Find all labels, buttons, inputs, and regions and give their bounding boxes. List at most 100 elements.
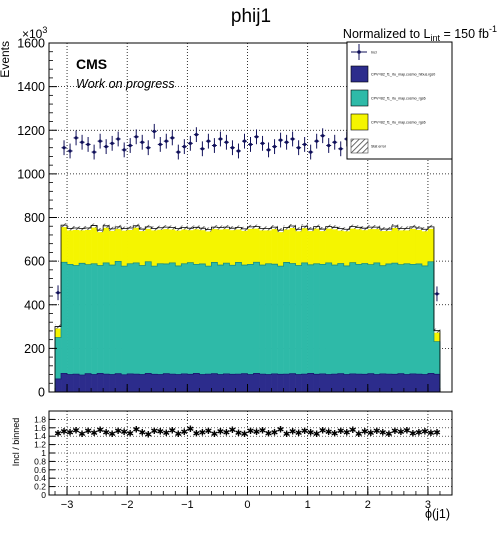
bar-navy xyxy=(79,374,86,392)
bar-navy xyxy=(157,374,164,392)
ratio-y-tick-label: 0.2 xyxy=(34,482,46,492)
data-point xyxy=(278,138,283,142)
bar-teal xyxy=(121,266,128,375)
bar-teal xyxy=(301,262,308,375)
bar-teal xyxy=(253,262,260,374)
ratio-point: ✱ xyxy=(373,427,381,437)
bar-yellow xyxy=(211,227,218,263)
bar-navy xyxy=(193,373,200,392)
ratio-point: ✱ xyxy=(343,429,351,439)
data-point xyxy=(254,135,259,139)
ratio-point: ✱ xyxy=(120,428,128,438)
bar-navy xyxy=(415,374,423,392)
data-point xyxy=(230,146,235,150)
ratio-point: ✱ xyxy=(397,428,405,438)
bar-navy xyxy=(289,373,296,392)
bar-teal xyxy=(175,265,182,375)
bar-teal xyxy=(181,263,188,374)
bar-navy xyxy=(337,373,345,392)
bar-teal xyxy=(235,262,242,375)
ratio-point: ✱ xyxy=(84,427,92,437)
bar-teal xyxy=(409,264,417,374)
bar-teal xyxy=(169,262,176,375)
bar-teal xyxy=(187,262,194,375)
ratio-point: ✱ xyxy=(421,428,429,438)
bar-teal xyxy=(223,263,230,374)
ratio-point: ✱ xyxy=(319,426,327,436)
ratio-point: ✱ xyxy=(265,429,273,439)
bar-navy xyxy=(199,374,206,392)
bar-yellow xyxy=(67,228,74,265)
bar-yellow xyxy=(433,330,441,342)
bar-teal xyxy=(349,262,357,374)
data-point xyxy=(86,142,90,147)
bar-yellow xyxy=(277,230,284,267)
bar-yellow xyxy=(217,227,224,266)
bar-teal xyxy=(91,263,98,375)
bar-yellow xyxy=(187,228,194,263)
bar-teal xyxy=(343,265,351,375)
ratio-point: ✱ xyxy=(60,428,68,438)
bar-teal xyxy=(271,264,278,374)
bar-navy xyxy=(133,374,140,392)
bar-navy xyxy=(355,374,363,392)
data-point xyxy=(291,137,295,141)
bar-teal xyxy=(145,261,152,374)
bar-yellow xyxy=(427,226,435,262)
bar-navy xyxy=(55,378,62,392)
main-axis-ticks: 0 200 400 600 800 1000 1200 1400 1600 xyxy=(17,37,441,400)
data-point xyxy=(62,146,66,150)
bar-navy xyxy=(427,373,435,392)
bar-navy xyxy=(397,373,405,392)
bar-navy xyxy=(325,374,333,392)
x-axis-label: ϕ(j1) xyxy=(425,507,450,521)
bar-teal xyxy=(55,337,62,379)
bar-yellow xyxy=(415,227,423,264)
x-tick-label: 0 xyxy=(244,499,250,511)
bar-navy xyxy=(253,373,260,392)
data-point xyxy=(170,136,174,140)
bar-teal xyxy=(199,263,206,375)
bar-navy xyxy=(283,374,290,392)
ratio-point: ✱ xyxy=(169,426,177,436)
ratio-point: ✱ xyxy=(253,428,261,438)
status-label: Work on progress xyxy=(76,77,175,91)
bar-navy xyxy=(121,374,128,392)
legend-label: CPV=B2_f1_rtu_map.cosmo_rgs6 xyxy=(371,121,426,125)
bar-yellow xyxy=(97,230,104,266)
legend: Incl CPV=B2_f1_rtu_map.cosmo_hibus.rgs0 CP… xyxy=(346,41,453,160)
bar-navy xyxy=(385,374,393,392)
bar-navy xyxy=(115,373,122,392)
y-multiplier: ×103 xyxy=(22,25,47,41)
bar-teal xyxy=(229,265,236,375)
ratio-point: ✱ xyxy=(427,429,435,439)
data-point xyxy=(224,140,229,144)
bar-teal xyxy=(415,263,423,375)
bar-yellow xyxy=(139,229,146,266)
bar-yellow xyxy=(379,229,387,266)
bar-teal xyxy=(319,264,326,374)
bar-yellow xyxy=(295,229,302,266)
data-point xyxy=(284,140,289,144)
data-point xyxy=(297,146,301,150)
bar-teal xyxy=(259,265,266,375)
bar-yellow xyxy=(61,225,68,263)
bar-yellow xyxy=(169,227,176,263)
ratio-y-tick-label: 1 xyxy=(41,448,46,458)
bar-navy xyxy=(421,374,429,392)
legend-label: CPV=B2_f1_rtu_map.cosmo_rgs6 xyxy=(371,97,426,101)
bar-navy xyxy=(271,373,278,392)
bar-navy xyxy=(361,374,369,392)
bar-navy xyxy=(163,373,170,392)
y-tick-label: 400 xyxy=(24,298,45,312)
bar-navy xyxy=(403,374,411,392)
lumi-label: Normalized to Lint = 150 fb-1 xyxy=(343,24,497,43)
bar-navy xyxy=(319,373,326,392)
bar-teal xyxy=(427,261,435,374)
bar-yellow xyxy=(127,227,134,264)
data-point xyxy=(104,145,108,149)
bar-yellow xyxy=(319,229,326,265)
data-point xyxy=(182,145,186,149)
ratio-point: ✱ xyxy=(331,429,339,439)
ratio-point: ✱ xyxy=(78,430,86,440)
